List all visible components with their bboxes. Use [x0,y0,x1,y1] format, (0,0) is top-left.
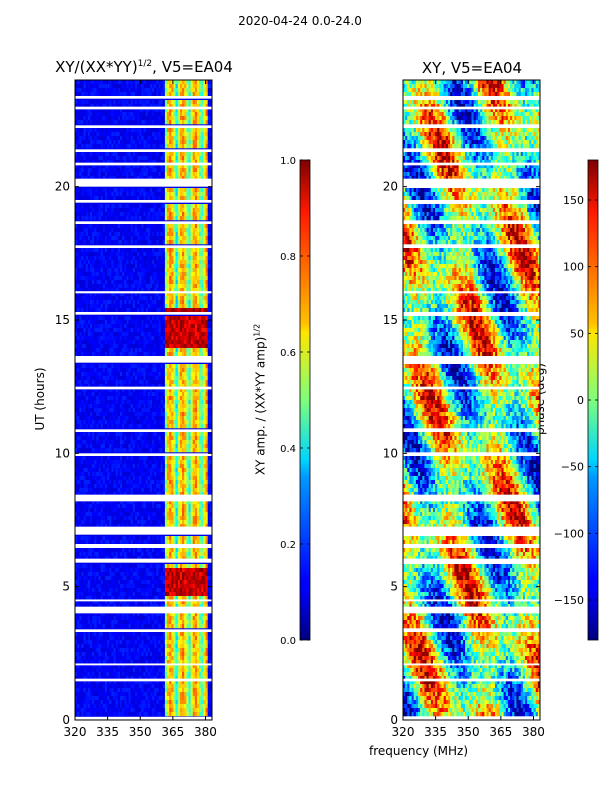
colorbar-tick-label: 100 [563,261,584,274]
y-tick-label: 5 [62,580,70,594]
y-tick-label: 10 [383,446,398,460]
y-tick-label: 5 [390,580,398,594]
x-tick-label: 350 [129,725,152,739]
left-axes: 320 335 350 365 380 0 5 10 15 20 [55,80,217,739]
left-colorbar [299,159,311,641]
colorbar-tick-label: 0.2 [280,540,296,551]
colorbar-tick-label: 1.0 [280,156,296,167]
colorbar-tick-label: 0.0 [280,636,296,647]
x-tick-label: 365 [161,725,184,739]
colorbar-tick-label: 50 [570,327,584,340]
right-panel-title: XY, V5=EA04 [421,59,523,77]
left-heatmap [75,80,212,720]
y-tick-label: 15 [55,313,70,327]
colorbar-tick-label: −150 [554,594,584,607]
colorbar-tick-label: 0.4 [280,444,296,455]
x-tick-label: 320 [392,725,415,739]
left-title-main: XY/(XX*YY) [55,58,138,76]
x-tick-label: 380 [522,725,545,739]
colorbar-tick-label: 0.6 [280,348,296,359]
y-tick-label: 0 [390,713,398,727]
left-plot-frame [74,79,213,721]
figure-suptitle: 2020-04-24 0.0-24.0 [238,14,362,28]
x-tick-label: 365 [489,725,512,739]
right-plot-frame [402,79,541,721]
x-axis-label: frequency (MHz) [369,744,469,758]
colorbar-tick-label: −50 [561,461,584,474]
left-colorbar-ticks: 0.0 0.2 0.4 0.6 0.8 1.0 [280,156,310,647]
y-tick-label: 0 [62,713,70,727]
y-tick-label: 20 [55,180,70,194]
y-tick-label: 15 [383,313,398,327]
colorbar-tick-label: 0 [577,394,584,407]
right-colorbar-ticks: −150 −100 −50 0 50 100 150 [554,194,598,607]
y-tick-label: 20 [383,180,398,194]
colorbar-tick-label: −100 [554,527,584,540]
left-panel-title: XY/(XX*YY)1/2, V5=EA04 [44,58,244,76]
left-title-suffix: , V5=EA04 [152,58,233,76]
right-axes: 320 335 350 365 380 0 5 10 15 20 [383,80,545,739]
x-tick-label: 335 [424,725,447,739]
x-tick-label: 320 [64,725,87,739]
x-tick-label: 335 [96,725,119,739]
y-tick-label: 10 [55,446,70,460]
left-title-sup: 1/2 [137,59,153,69]
colorbar-tick-label: 0.8 [280,252,296,263]
right-heatmap [403,80,540,720]
colorbar-tick-label: 150 [563,194,584,207]
x-tick-label: 350 [457,725,480,739]
x-tick-label: 380 [194,725,217,739]
